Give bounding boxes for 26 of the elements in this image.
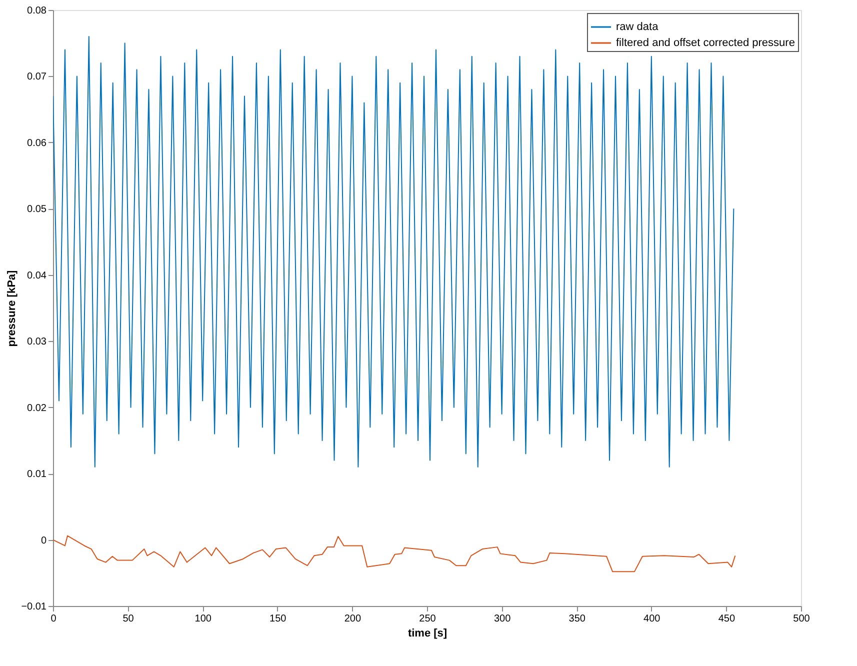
x-axis-title: time [s] — [408, 628, 448, 640]
y-tick-label: 0.07 — [27, 72, 47, 83]
x-tick-label: 450 — [718, 614, 736, 624]
y-tick-label: 0.08 — [27, 6, 47, 16]
legend-label: filtered and offset corrected pressure — [616, 37, 795, 49]
y-tick-label: 0.02 — [27, 402, 47, 414]
x-tick-label: 500 — [793, 614, 810, 624]
y-tick-label: 0.06 — [27, 138, 47, 149]
y-tick-label: 0.05 — [27, 204, 47, 216]
x-tick-label: 150 — [270, 614, 287, 624]
x-tick-label: 200 — [344, 614, 362, 624]
y-tick-label: 0.01 — [27, 469, 47, 480]
y-tick-label: 0 — [40, 535, 47, 546]
y-tick-label: 0.04 — [27, 270, 47, 282]
y-tick-label: 0.03 — [27, 336, 47, 348]
x-tick-label: 100 — [194, 614, 212, 624]
y-tick-label: −0.01 — [21, 602, 47, 612]
y-axis-title: pressure [kPa] — [6, 270, 18, 347]
x-tick-label: 400 — [644, 614, 661, 624]
x-tick-label: 300 — [494, 614, 512, 624]
x-tick-label: 350 — [568, 614, 586, 624]
line-series — [53, 535, 736, 572]
x-tick-label: 0 — [50, 614, 57, 624]
legend-label: raw data — [616, 21, 660, 33]
x-tick-label: 50 — [122, 614, 134, 624]
x-tick-label: 250 — [419, 614, 436, 624]
